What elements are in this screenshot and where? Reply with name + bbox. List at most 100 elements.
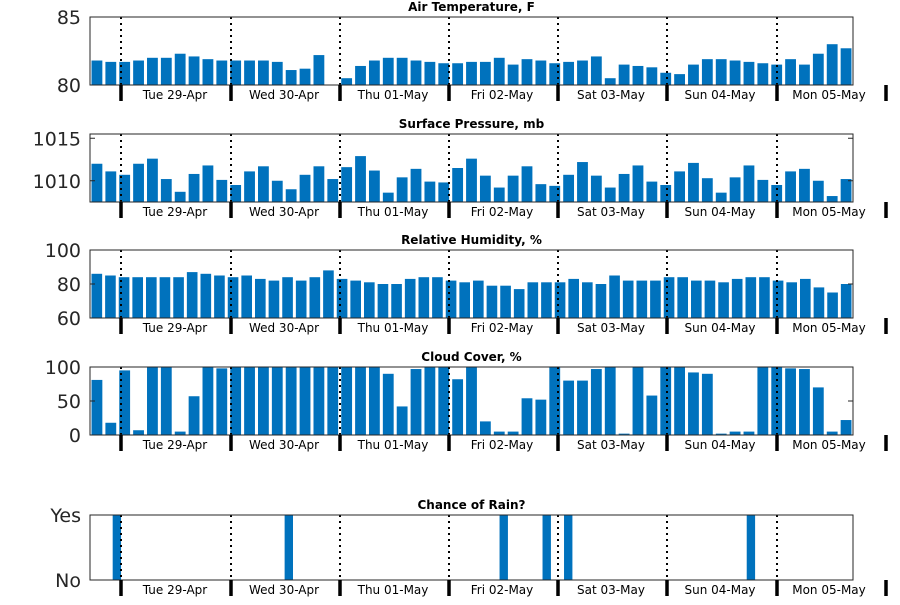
bar xyxy=(568,278,579,318)
bar xyxy=(313,367,325,435)
chart-title: Air Temperature, F xyxy=(408,0,535,14)
bar xyxy=(646,181,658,202)
bar xyxy=(840,420,852,435)
bar xyxy=(618,64,630,85)
bar xyxy=(132,277,143,318)
bar xyxy=(214,275,225,318)
bar xyxy=(186,272,198,318)
chart-panel-4: 0 50 100 Tue 29-Apr Wed 30-Apr Thu 01-May Fri … xyxy=(45,350,888,452)
bar xyxy=(147,158,158,202)
bar xyxy=(323,270,334,318)
bar xyxy=(299,367,311,435)
bar xyxy=(577,162,588,202)
bar xyxy=(636,280,648,318)
bar xyxy=(729,60,741,85)
bar xyxy=(438,63,450,85)
bar xyxy=(609,275,620,318)
bar xyxy=(258,367,269,435)
bar xyxy=(731,278,743,318)
bar xyxy=(549,367,561,435)
x-tick-label: Tue 29-Apr xyxy=(142,321,207,335)
bar xyxy=(527,282,539,318)
bar xyxy=(244,60,255,85)
x-tick-label: Fri 02-May xyxy=(471,88,534,102)
bar xyxy=(188,396,200,435)
x-tick-label: Mon 05-May xyxy=(792,205,866,219)
bar xyxy=(147,367,158,435)
bar xyxy=(535,60,547,85)
bar xyxy=(800,278,811,318)
bar xyxy=(513,289,525,318)
bar xyxy=(285,70,297,85)
bar xyxy=(743,165,755,202)
bar xyxy=(759,277,770,318)
x-tick-label: Fri 02-May xyxy=(471,205,534,219)
bar xyxy=(563,380,575,435)
x-tick-label: Wed 30-Apr xyxy=(249,583,319,597)
bar xyxy=(486,285,498,318)
bar xyxy=(309,277,321,318)
bar xyxy=(660,72,672,85)
bar xyxy=(327,179,339,202)
x-tick-label: Sun 04-May xyxy=(684,438,755,452)
chart-panel-2: 1010 1015 Tue 29-Apr Wed 30-Apr Thu 01-May Fr… xyxy=(33,117,888,219)
bar xyxy=(704,280,716,318)
bar xyxy=(549,185,561,202)
bar xyxy=(159,277,171,318)
bar xyxy=(188,173,200,202)
axes-frame xyxy=(89,514,854,581)
x-tick-label: Sun 04-May xyxy=(684,205,755,219)
bar xyxy=(500,285,511,318)
bar xyxy=(479,421,491,435)
bar xyxy=(595,284,607,318)
bar xyxy=(424,181,436,202)
bar xyxy=(826,196,838,202)
bar xyxy=(604,78,616,85)
bar xyxy=(355,156,366,202)
bar xyxy=(618,433,630,435)
bar xyxy=(715,59,727,85)
bar xyxy=(91,379,103,435)
bar xyxy=(757,179,769,202)
bar xyxy=(202,165,214,202)
bar xyxy=(813,287,825,318)
bar xyxy=(119,370,131,435)
x-tick-label: Sat 03-May xyxy=(577,321,645,335)
x-tick-label: Sat 03-May xyxy=(577,205,645,219)
x-tick-label: Tue 29-Apr xyxy=(142,438,207,452)
bar xyxy=(336,278,348,318)
bar xyxy=(507,64,519,85)
x-tick-label: Tue 29-Apr xyxy=(142,583,207,597)
bar xyxy=(355,65,366,85)
bar xyxy=(715,192,727,202)
bar xyxy=(105,422,117,435)
x-tick-label: Sun 04-May xyxy=(684,88,755,102)
chart-title: Cloud Cover, % xyxy=(421,350,521,364)
bar xyxy=(271,367,283,435)
bar xyxy=(410,60,422,85)
x-tick-label: Thu 01-May xyxy=(357,88,429,102)
bar xyxy=(452,63,464,85)
axes-frame xyxy=(89,16,854,86)
bar xyxy=(757,63,769,85)
x-tick-label: Wed 30-Apr xyxy=(249,321,319,335)
bar xyxy=(521,398,533,435)
bar xyxy=(618,173,630,202)
bar xyxy=(452,379,464,435)
chart-title: Surface Pressure, mb xyxy=(399,117,545,131)
bar xyxy=(771,64,783,85)
bar xyxy=(688,372,699,435)
bar xyxy=(493,57,505,85)
bar xyxy=(479,175,491,202)
bar xyxy=(715,433,727,435)
chart-panel-3: 60 80 100 Tue 29-Apr Wed 30-Apr Thu 01-May Fri… xyxy=(45,233,888,335)
bar xyxy=(535,184,547,202)
bar xyxy=(688,64,699,85)
bar xyxy=(258,60,269,85)
bar xyxy=(590,175,602,202)
bar xyxy=(438,182,450,202)
bar xyxy=(284,515,293,580)
bar xyxy=(396,177,408,202)
